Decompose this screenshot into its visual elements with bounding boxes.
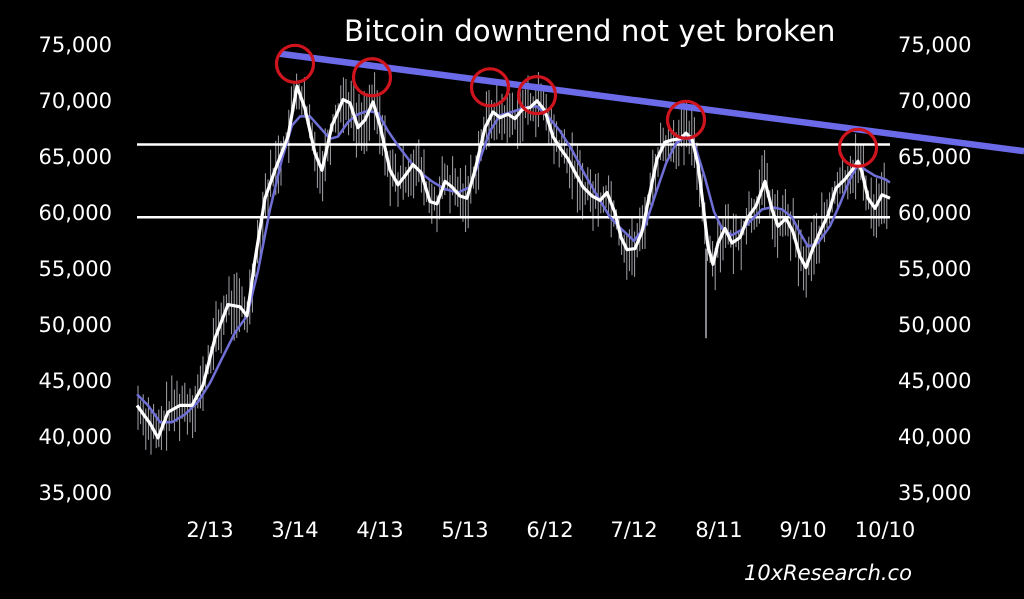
peak-circle (351, 57, 393, 98)
y-tick-label: 55,000 (38, 257, 112, 281)
y-tick-label: 40,000 (38, 425, 112, 449)
x-tick-label: 9/10 (779, 518, 827, 542)
x-tick-label: 6/12 (526, 518, 574, 542)
peak-circle (665, 99, 707, 140)
x-tick-label: 4/13 (356, 518, 404, 542)
y-tick-label: 50,000 (898, 313, 972, 337)
x-tick-label: 5/13 (441, 518, 489, 542)
y-tick-label: 40,000 (898, 425, 972, 449)
y-tick-label: 35,000 (898, 481, 972, 505)
y-tick-label: 65,000 (898, 145, 972, 169)
y-tick-label: 55,000 (898, 257, 972, 281)
x-tick-label: 10/10 (854, 518, 916, 542)
candle-wicks (137, 72, 888, 455)
downtrend-line (279, 50, 1024, 155)
y-tick-label: 45,000 (38, 369, 112, 393)
peak-circles (274, 43, 879, 168)
y-tick-label: 60,000 (38, 201, 112, 225)
chart-title: Bitcoin downtrend not yet broken (344, 14, 836, 48)
y-tick-label: 70,000 (38, 89, 112, 113)
peak-circle (274, 43, 316, 84)
y-tick-label: 75,000 (898, 33, 972, 57)
peak-circle (469, 67, 511, 108)
x-tick-label: 8/11 (695, 518, 743, 542)
price-line (135, 84, 891, 440)
y-tick-label: 45,000 (898, 369, 972, 393)
x-tick-label: 2/13 (186, 518, 234, 542)
watermark: 10xResearch.co (744, 561, 912, 585)
peak-circle (837, 127, 879, 168)
y-tick-label: 75,000 (38, 33, 112, 57)
y-tick-label: 50,000 (38, 313, 112, 337)
y-tick-label: 60,000 (898, 201, 972, 225)
long-ma-line (136, 105, 891, 424)
x-tick-label: 3/14 (271, 518, 319, 542)
y-tick-label: 65,000 (38, 145, 112, 169)
y-tick-label: 70,000 (898, 89, 972, 113)
x-tick-label: 7/12 (610, 518, 658, 542)
peak-circle (516, 75, 558, 116)
y-tick-label: 35,000 (38, 481, 112, 505)
